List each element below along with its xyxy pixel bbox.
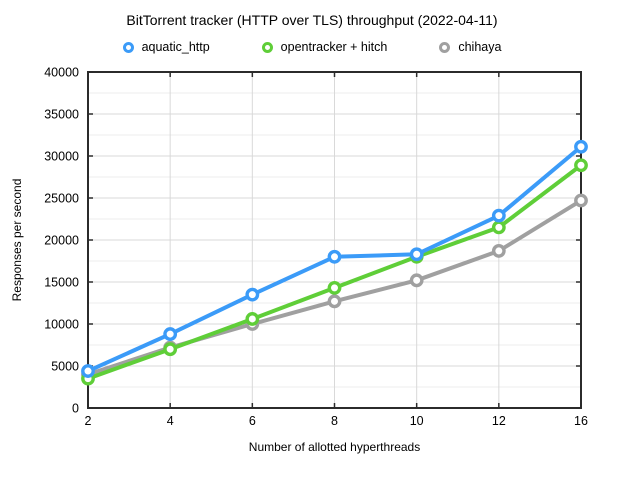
data-point-chihaya-x10	[409, 273, 424, 288]
chart-legend: aquatic_http opentracker + hitch chihaya	[0, 40, 624, 54]
chart-title: BitTorrent tracker (HTTP over TLS) throu…	[126, 12, 498, 28]
legend-label: chihaya	[458, 40, 502, 54]
x-tick-label: 8	[331, 414, 338, 428]
y-tick-label: 30000	[44, 150, 79, 164]
series-marker-icon	[439, 41, 451, 53]
x-tick-label: 2	[85, 414, 92, 428]
series-marker-icon	[261, 41, 273, 53]
data-point-aquatic-http-x4	[163, 327, 178, 341]
legend-item-aquatic-http: aquatic_http	[122, 40, 210, 54]
data-point-opentracker-hitch-x12	[491, 220, 506, 235]
y-tick-label: 5000	[51, 360, 79, 374]
y-tick-label: 40000	[44, 66, 79, 80]
data-point-chihaya-x8	[327, 294, 342, 309]
data-point-opentracker-hitch-x4	[163, 342, 178, 357]
x-tick-label: 6	[249, 414, 256, 428]
y-tick-label: 25000	[44, 192, 79, 206]
data-point-opentracker-hitch-x6	[245, 312, 260, 326]
data-point-aquatic-http-x10	[409, 247, 424, 262]
legend-label: opentracker + hitch	[280, 40, 388, 54]
y-tick-label: 35000	[44, 108, 79, 122]
y-tick-label: 20000	[44, 234, 79, 248]
x-tick-label: 12	[492, 414, 506, 428]
x-axis-label: Number of allotted hyperthreads	[248, 440, 421, 454]
y-tick-label: 10000	[44, 318, 79, 332]
x-tick-label: 16	[574, 414, 588, 428]
data-point-aquatic-http-x16	[574, 139, 588, 154]
data-point-opentracker-hitch-x8	[327, 280, 342, 295]
data-point-chihaya-x12	[491, 244, 506, 258]
series-marker-icon	[122, 41, 134, 53]
x-tick-label: 4	[167, 414, 174, 428]
y-tick-label: 15000	[44, 276, 79, 290]
data-point-aquatic-http-x2	[81, 364, 95, 378]
data-point-chihaya-x16	[574, 193, 588, 208]
legend-label: aquatic_http	[141, 40, 210, 54]
y-axis-label: Responses per second	[10, 178, 24, 302]
data-point-aquatic-http-x6	[245, 287, 260, 302]
legend-item-chihaya: chihaya	[439, 40, 501, 54]
legend-item-opentracker-hitch: opentracker + hitch	[261, 40, 388, 54]
data-point-aquatic-http-x12	[491, 208, 506, 223]
data-point-opentracker-hitch-x16	[574, 158, 588, 173]
y-tick-label: 0	[72, 402, 79, 416]
data-point-aquatic-http-x8	[327, 249, 342, 264]
x-tick-label: 10	[410, 414, 424, 428]
